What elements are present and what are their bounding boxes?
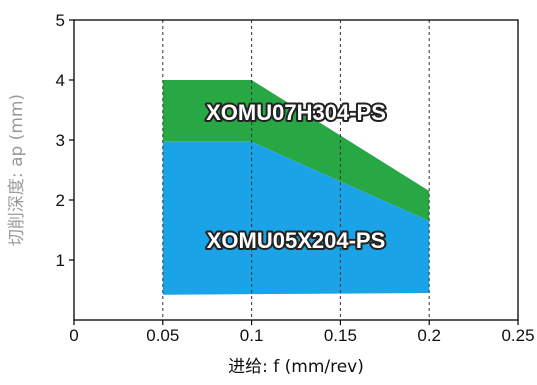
x-tick-label: 0.05 — [146, 326, 179, 345]
x-tick-label: 0.2 — [417, 326, 441, 345]
labels-layer: 进给: f (mm/rev) 切削深度: ap (mm) — [7, 94, 364, 377]
grid-layer — [162, 20, 430, 320]
series-label-xomu07h304-ps: XOMU07H304-PS — [206, 100, 386, 125]
y-tick-label: 5 — [56, 11, 65, 30]
x-tick-label: 0.25 — [501, 326, 534, 345]
ticks-layer: 0 0.05 0.1 0.15 0.2 0.25 1 2 3 4 5 — [56, 11, 535, 345]
y-tick-label: 3 — [56, 131, 65, 150]
y-tick-label: 4 — [56, 71, 65, 90]
series-label-xomu05x204-ps: XOMU05X204-PS — [207, 228, 386, 253]
areas-layer — [162, 80, 430, 295]
y-tick-label: 1 — [56, 251, 65, 270]
area-xomu07h304-ps — [162, 80, 430, 221]
y-axis-label: 切削深度: ap (mm) — [7, 94, 27, 246]
x-tick-label: 0.15 — [324, 326, 357, 345]
area-xomu05x204-ps — [162, 141, 430, 295]
x-tick-label: 0 — [69, 326, 78, 345]
y-tick-label: 2 — [56, 191, 65, 210]
plot-frame — [73, 19, 519, 321]
x-axis-label: 进给: f (mm/rev) — [228, 357, 364, 377]
x-tick-label: 0.1 — [240, 326, 264, 345]
series-labels-layer: XOMU07H304-PS XOMU05X204-PS — [204, 98, 388, 255]
